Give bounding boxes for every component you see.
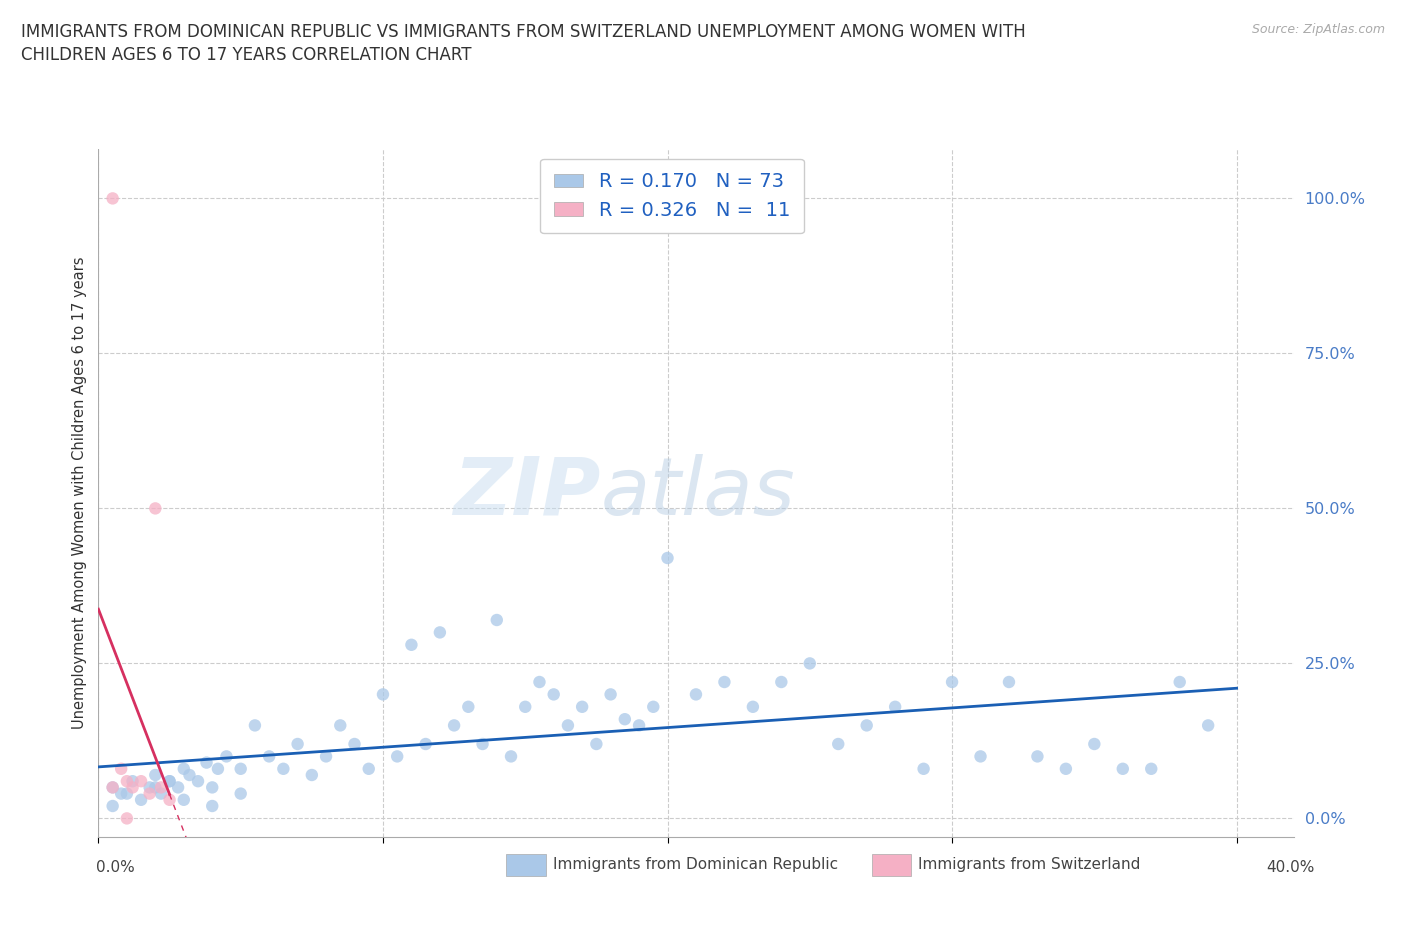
Point (115, 786, 138, 801)
Point (941, 674, 963, 689)
Point (101, 780, 124, 795)
Point (429, 625, 451, 640)
Point (329, 718, 352, 733)
Point (1026, 749, 1049, 764)
Point (301, 767, 323, 782)
Point (485, 613, 508, 628)
Point (143, 767, 166, 782)
Point (101, 780, 124, 795)
Point (515, 699, 537, 714)
Point (770, 674, 793, 689)
Text: CHILDREN AGES 6 TO 17 YEARS CORRELATION CHART: CHILDREN AGES 6 TO 17 YEARS CORRELATION … (21, 46, 471, 64)
Point (371, 687, 394, 702)
Point (1197, 718, 1219, 733)
Point (243, 718, 266, 733)
Point (884, 699, 907, 714)
Point (207, 762, 229, 777)
Text: Immigrants from Dominican Republic: Immigrants from Dominican Republic (553, 857, 838, 872)
Point (159, 774, 181, 789)
Point (543, 687, 565, 702)
Text: IMMIGRANTS FROM DOMINICAN REPUBLIC VS IMMIGRANTS FROM SWITZERLAND UNEMPLOYMENT A: IMMIGRANTS FROM DOMINICAN REPUBLIC VS IM… (21, 23, 1026, 41)
Point (657, 551, 679, 565)
Point (110, 786, 132, 801)
Point (613, 711, 636, 726)
Point (195, 755, 218, 770)
Point (385, 749, 409, 764)
Point (110, 762, 132, 777)
Text: Source: ZipAtlas.com: Source: ZipAtlas.com (1251, 23, 1385, 36)
Legend: R = 0.170   N = 73, R = 0.326   N =  11: R = 0.170 N = 73, R = 0.326 N = 11 (540, 158, 804, 233)
Point (969, 749, 991, 764)
Point (643, 699, 665, 714)
Point (229, 786, 252, 801)
Point (457, 699, 479, 714)
Text: atlas: atlas (600, 454, 796, 532)
Point (1168, 674, 1191, 689)
Point (713, 674, 735, 689)
Point (159, 774, 181, 789)
Point (138, 780, 160, 795)
Point (471, 737, 494, 751)
Point (585, 737, 607, 751)
Point (685, 687, 707, 702)
Point (129, 792, 152, 807)
Point (121, 774, 143, 789)
Text: ZIP: ZIP (453, 454, 600, 532)
Point (167, 780, 190, 795)
Point (741, 699, 763, 714)
Point (201, 799, 224, 814)
Point (315, 749, 337, 764)
Point (187, 774, 209, 789)
Point (628, 718, 651, 733)
Point (827, 737, 849, 751)
Point (343, 737, 366, 751)
Point (143, 501, 166, 516)
Point (159, 792, 181, 807)
Point (529, 674, 551, 689)
Point (273, 762, 295, 777)
Point (599, 687, 621, 702)
Point (173, 792, 195, 807)
Point (101, 191, 124, 206)
Point (1112, 762, 1135, 777)
Point (287, 737, 309, 751)
Point (799, 656, 821, 671)
Point (1054, 762, 1077, 777)
Point (998, 674, 1021, 689)
Point (1140, 762, 1163, 777)
Point (201, 780, 224, 795)
Point (215, 749, 238, 764)
Point (150, 786, 173, 801)
Point (138, 786, 160, 801)
Point (173, 762, 195, 777)
Point (912, 762, 935, 777)
Point (257, 749, 280, 764)
Point (557, 718, 579, 733)
Point (115, 811, 138, 826)
Point (499, 749, 522, 764)
Point (143, 780, 166, 795)
Point (101, 799, 124, 814)
Point (443, 718, 465, 733)
Point (115, 774, 138, 789)
Point (401, 637, 423, 652)
Text: 40.0%: 40.0% (1267, 860, 1315, 875)
Y-axis label: Unemployment Among Women with Children Ages 6 to 17 years: Unemployment Among Women with Children A… (72, 257, 87, 729)
Text: Immigrants from Switzerland: Immigrants from Switzerland (918, 857, 1140, 872)
Point (121, 780, 143, 795)
Point (1083, 737, 1105, 751)
Point (357, 762, 380, 777)
Point (129, 774, 152, 789)
Point (229, 762, 252, 777)
Point (855, 718, 877, 733)
Text: 0.0%: 0.0% (96, 860, 135, 875)
Point (150, 780, 173, 795)
Point (179, 767, 201, 782)
Point (415, 737, 437, 751)
Point (571, 699, 593, 714)
